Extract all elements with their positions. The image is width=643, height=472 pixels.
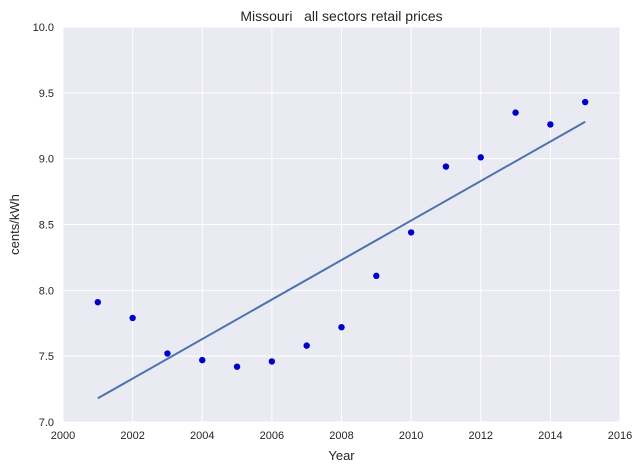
x-axis-label: Year xyxy=(328,448,355,463)
x-tick-label: 2014 xyxy=(538,430,562,442)
y-tick-label: 8.5 xyxy=(39,220,54,232)
data-point xyxy=(338,324,345,331)
data-point xyxy=(407,229,415,236)
data-point xyxy=(268,358,276,365)
data-point xyxy=(233,363,241,370)
y-tick-label: 9.0 xyxy=(39,154,54,166)
data-point xyxy=(199,356,206,364)
x-tick-label: 2012 xyxy=(469,430,493,442)
data-points xyxy=(94,98,589,370)
x-tick-label: 2006 xyxy=(260,430,284,442)
data-point xyxy=(94,298,102,306)
grid xyxy=(62,26,621,423)
y-tick-label: 10.0 xyxy=(33,22,54,34)
data-point xyxy=(303,342,310,349)
data-point xyxy=(164,350,171,357)
y-tick-label: 7.5 xyxy=(39,351,54,363)
data-point xyxy=(477,154,484,161)
y-tick-label: 7.0 xyxy=(39,417,54,429)
data-point xyxy=(129,314,136,322)
x-tick-label: 2002 xyxy=(120,430,144,442)
x-axis-ticks: 2000 2002 2004 2006 2008 2010 2012 2014 2016 xyxy=(51,430,632,442)
x-tick-label: 2000 xyxy=(51,430,75,442)
y-axis-ticks: 7.0 7.5 8.0 8.5 9.0 9.5 10.0 xyxy=(33,22,54,429)
data-point xyxy=(442,163,450,170)
x-tick-label: 2008 xyxy=(329,430,353,442)
data-point xyxy=(581,98,589,106)
data-point xyxy=(373,272,380,280)
data-point xyxy=(512,109,519,116)
trend-line-group xyxy=(97,120,586,400)
trend-line xyxy=(97,120,586,400)
x-tick-label: 2016 xyxy=(608,430,632,442)
y-tick-label: 9.5 xyxy=(39,88,54,100)
y-tick-label: 8.0 xyxy=(39,285,54,297)
chart-title: Missouri all sectors retail prices xyxy=(240,8,442,24)
data-point xyxy=(547,121,554,128)
x-tick-label: 2004 xyxy=(190,430,214,442)
x-tick-label: 2010 xyxy=(399,430,423,442)
y-axis-label: cents/kWh xyxy=(7,194,22,255)
